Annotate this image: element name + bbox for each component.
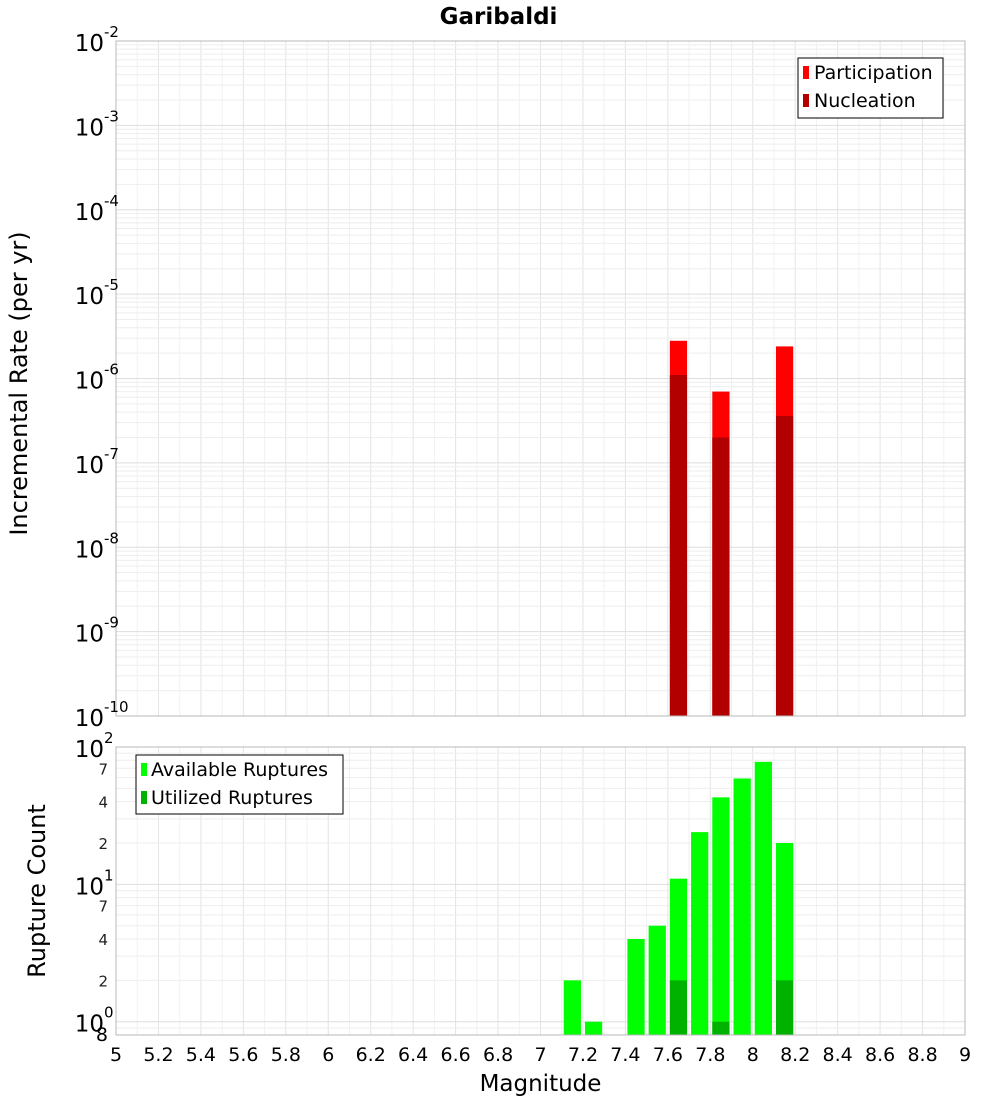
- utilized-legend-swatch: [141, 791, 147, 804]
- rate-y-tick-label: 10 -8: [75, 529, 119, 563]
- available-ruptures-bar: [712, 797, 730, 1035]
- rupture-y-tick-exp: 0: [104, 1004, 114, 1022]
- x-tick-label: 8.8: [907, 1044, 937, 1066]
- rate-y-tick-label: 10 -7: [75, 445, 119, 479]
- x-tick-label: 8: [747, 1044, 759, 1066]
- available-legend-swatch: [141, 763, 147, 776]
- x-tick-label: 5: [110, 1044, 122, 1066]
- x-tick-label: 6: [322, 1044, 334, 1066]
- x-tick-label: 8.4: [823, 1044, 853, 1066]
- rate-y-tick-label: 10 -3: [75, 107, 119, 141]
- x-tick-label: 7.4: [610, 1044, 640, 1066]
- participation-legend-swatch: [803, 66, 809, 79]
- rate-legend-box: [797, 57, 944, 119]
- rate-plot-border: [115, 40, 966, 717]
- nucleation-bar: [712, 437, 730, 716]
- rate-y-tick-label: 10 -2: [75, 23, 119, 57]
- x-tick-label: 7.8: [695, 1044, 725, 1066]
- rupture-y-minor-tick-label: 4: [98, 794, 108, 812]
- utilized-ruptures-bar: [669, 980, 688, 1035]
- rate-y-tick-exp: -4: [104, 192, 119, 210]
- rupture-y-minor-tick-label: 7: [98, 898, 108, 916]
- utilized-ruptures-bar: [775, 980, 794, 1035]
- rate-y-tick-base: 10: [75, 284, 104, 310]
- chart-title: Garibaldi: [440, 4, 558, 30]
- x-tick-label: 6.2: [356, 1044, 386, 1066]
- rupture-y-minor-tick-label: 8: [96, 1024, 108, 1046]
- nucleation-legend-label: Nucleation: [814, 90, 916, 112]
- rate-y-tick-exp: -6: [104, 361, 119, 379]
- rate-y-tick-base: 10: [75, 31, 104, 57]
- available-ruptures-bar: [733, 778, 751, 1035]
- rate-y-tick-exp: -3: [104, 107, 119, 125]
- rupture-y-minor-tick-label: 4: [98, 931, 108, 949]
- available-ruptures-bar: [691, 832, 709, 1035]
- rate-y-tick-base: 10: [75, 369, 104, 395]
- rupture-y-minor-tick-label: 7: [98, 760, 108, 778]
- rate-y-tick-exp: -5: [104, 276, 119, 294]
- utilized-ruptures-bar: [712, 1021, 730, 1035]
- rate-y-axis-label: Incremental Rate (per yr): [5, 231, 33, 535]
- x-tick-label: 5.4: [186, 1044, 216, 1066]
- rupture-y-tick-base: 10: [75, 737, 104, 763]
- x-tick-label: 8.6: [865, 1044, 895, 1066]
- rupture-y-tick-label: 10 0: [75, 1004, 114, 1038]
- rupture-y-tick-base: 10: [75, 874, 104, 900]
- rupture-plot-border: [115, 746, 966, 1036]
- rate-y-tick-exp: -7: [104, 445, 119, 463]
- available-ruptures-bar: [627, 939, 645, 1035]
- rate-y-tick-exp: -9: [104, 614, 119, 632]
- rate-legend: Participation Nucleation: [797, 57, 944, 119]
- x-tick-label: 7.2: [568, 1044, 598, 1066]
- x-tick-label: 5.2: [143, 1044, 173, 1066]
- rate-y-tick-base: 10: [75, 622, 104, 648]
- rate-y-tick-exp: -2: [104, 23, 119, 41]
- x-tick-label: 6.6: [440, 1044, 470, 1066]
- available-ruptures-bar: [563, 980, 581, 1035]
- participation-legend-label: Participation: [814, 62, 933, 84]
- rupture-y-tick-base: 10: [75, 1012, 104, 1038]
- x-tick-label: 6.8: [483, 1044, 513, 1066]
- x-tick-label: 6.4: [398, 1044, 428, 1066]
- rupture-y-tick-exp: 2: [104, 729, 114, 747]
- available-legend-label: Available Ruptures: [151, 759, 328, 781]
- rupture-y-minor-tick-label: 2: [98, 835, 108, 853]
- x-tick-label: 8.2: [780, 1044, 810, 1066]
- x-tick-label: 7: [534, 1044, 546, 1066]
- x-tick-label: 7.6: [653, 1044, 683, 1066]
- rate-y-tick-label: 10 -5: [75, 276, 119, 310]
- rate-y-tick-label: 10 -4: [75, 192, 119, 226]
- rate-y-tick-exp: -8: [104, 529, 119, 547]
- rate-y-tick-exp: -10: [104, 698, 129, 716]
- x-tick-label: 5.6: [228, 1044, 258, 1066]
- available-ruptures-bar: [584, 1021, 603, 1035]
- rupture-y-tick-label: 10 1: [75, 866, 114, 900]
- nucleation-legend-swatch: [803, 94, 809, 107]
- nucleation-bar: [775, 415, 794, 716]
- x-tick-label: 9: [959, 1044, 971, 1066]
- rate-y-tick-base: 10: [75, 706, 104, 732]
- rate-y-tick-base: 10: [75, 115, 104, 141]
- rate-y-tick-base: 10: [75, 453, 104, 479]
- rupture-legend-box: [135, 754, 344, 815]
- available-ruptures-bar: [754, 761, 772, 1035]
- utilized-legend-label: Utilized Ruptures: [151, 787, 313, 809]
- available-ruptures-bar: [648, 925, 666, 1035]
- nucleation-bar: [669, 375, 688, 716]
- rate-y-tick-label: 10 -10: [75, 698, 129, 732]
- rate-y-tick-base: 10: [75, 537, 104, 563]
- rate-y-tick-base: 10: [75, 200, 104, 226]
- rupture-legend: Available Ruptures Utilized Ruptures: [135, 754, 344, 815]
- rupture-y-tick-label: 10 2: [75, 729, 114, 763]
- x-tick-label: 5.8: [271, 1044, 301, 1066]
- rupture-y-tick-exp: 1: [104, 866, 114, 884]
- rupture-y-axis-label: Rupture Count: [23, 804, 51, 978]
- rate-y-tick-label: 10 -9: [75, 614, 119, 648]
- rupture-y-minor-tick-label: 2: [98, 972, 108, 990]
- x-axis-label: Magnitude: [480, 1071, 602, 1097]
- rate-y-tick-label: 10 -6: [75, 361, 119, 395]
